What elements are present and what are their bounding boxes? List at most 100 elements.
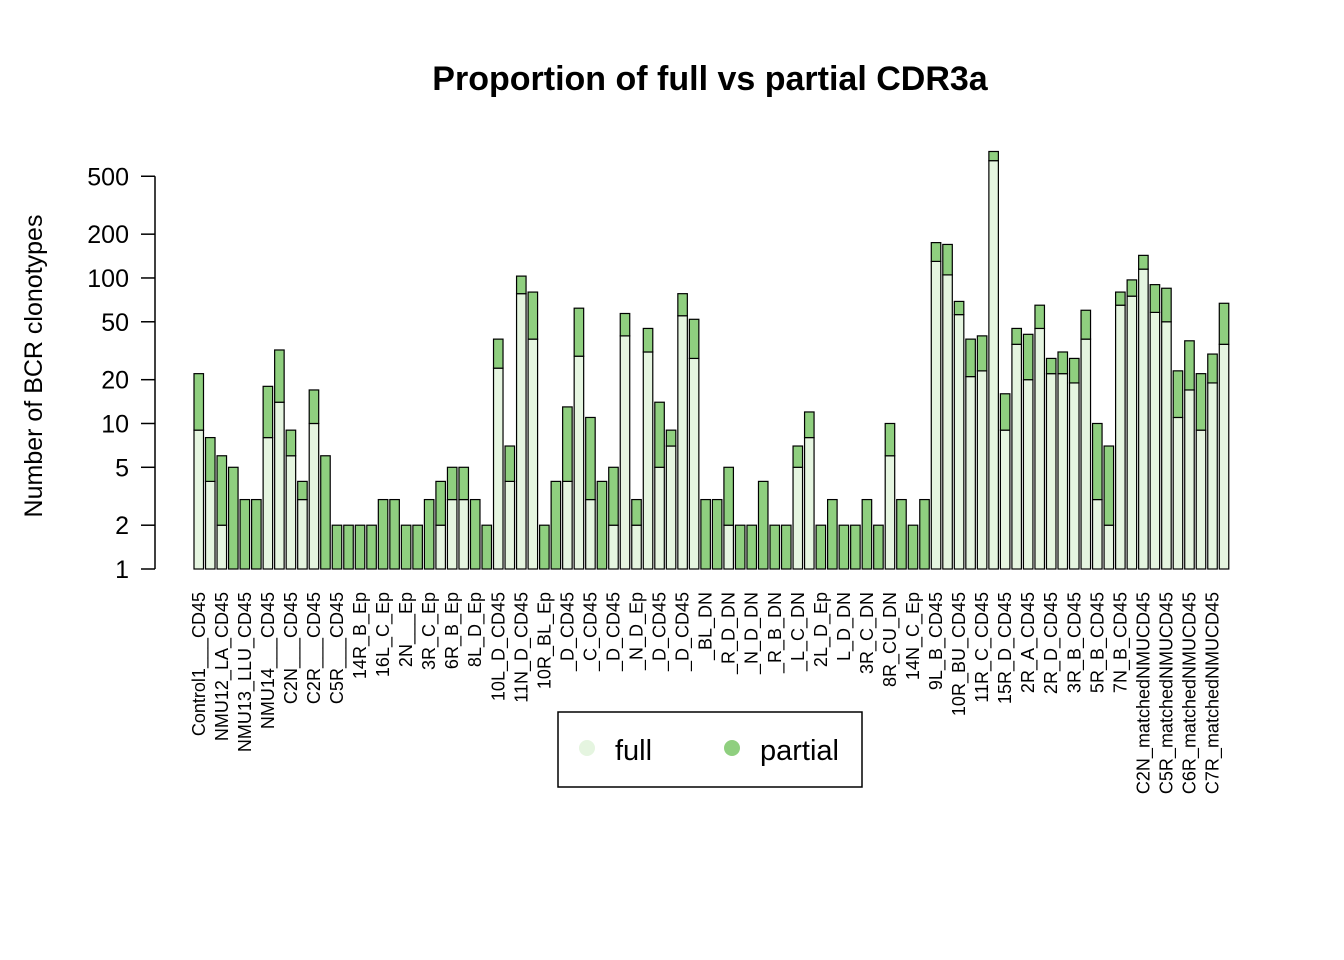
bar-segment-partial (619, 312, 631, 337)
y-axis: 1 2 5 10 20 50 100 200 500 (87, 163, 156, 584)
x-tick-label: _C_CD45 (580, 592, 601, 672)
bar-segment-full (1045, 373, 1057, 570)
x-tick-label: 10R_BU_CD45 (949, 592, 970, 716)
bar-segment-full (642, 351, 654, 570)
bar-segment-partial (631, 498, 642, 526)
bar-segment-partial (608, 466, 619, 526)
y-tick-label: 10 (101, 410, 129, 438)
x-tick-label: NMU14___CD45 (258, 592, 279, 729)
bar-segment-partial (642, 327, 654, 353)
bar-segment-partial (412, 524, 423, 570)
bar-segment-full (1161, 321, 1172, 570)
x-tick-label: 8R_CU_DN (880, 592, 901, 687)
bar-segment-partial (757, 480, 769, 570)
x-tick-label: 6R_B_Ep (442, 592, 463, 669)
bar-segment-full (654, 466, 665, 570)
bar-segment-full (504, 480, 516, 570)
bar-segment-partial (446, 466, 458, 501)
bar-segment-full (930, 260, 942, 570)
x-tick-label: Control1___CD45 (189, 592, 210, 736)
x-tick-label: _BL_DN (696, 592, 717, 661)
x-tick-label: _D_CD45 (603, 592, 624, 672)
bar-segment-partial (343, 524, 354, 570)
bar-segment-full (619, 335, 631, 570)
y-tick-label: 200 (87, 221, 129, 249)
bar-segment-full (562, 480, 573, 570)
bar-segment-partial (481, 524, 493, 570)
bar-segment-partial (1114, 291, 1126, 306)
bar-segment-partial (746, 524, 758, 570)
x-tick-label: 10R_BL_Ep (534, 592, 555, 689)
bar-segment-partial (262, 385, 274, 439)
x-tick-label: 11R_C_CD45 (972, 592, 993, 703)
bar-segment-partial (1080, 309, 1092, 340)
bar-segment-full (631, 524, 642, 570)
bar-segment-partial (377, 498, 389, 570)
x-tick-label: C7R_matchedNMUCD45 (1203, 592, 1224, 794)
bar-segment-partial (884, 422, 896, 457)
bar-segment-full (308, 422, 320, 570)
bar-segment-full (1218, 343, 1230, 570)
bar-segment-full (677, 315, 688, 570)
bar-segment-partial (492, 338, 504, 369)
bar-segment-partial (907, 524, 919, 570)
bar-segment-full (1091, 498, 1103, 570)
x-tick-label: _L_C_DN (788, 592, 809, 672)
chart-title: Proportion of full vs partial CDR3a (432, 60, 988, 98)
bar-segment-partial (193, 373, 205, 431)
bar-segment-partial (400, 524, 412, 570)
x-tick-label: L_D_DN (834, 592, 855, 661)
bar-segment-partial (792, 445, 804, 468)
bar-segment-partial (976, 335, 988, 372)
bar-segment-full (884, 455, 896, 570)
bar-segment-partial (1045, 357, 1057, 375)
bar-segment-full (1207, 382, 1218, 570)
bar-segment-full (1126, 295, 1138, 570)
x-tick-label: C2N_matchedNMUCD45 (1133, 592, 1154, 794)
bar-segment-partial (1218, 302, 1230, 345)
bar-segment-full (1149, 311, 1161, 570)
bar-segment-partial (538, 524, 550, 570)
x-tick-label: 14R_B_Ep (350, 592, 371, 679)
bar-segment-partial (550, 480, 562, 570)
bar-segment-full (1103, 524, 1115, 570)
bar-segment-partial (919, 498, 930, 570)
bar-segment-full (262, 436, 274, 570)
bar-segment-partial (469, 498, 481, 570)
bar-segment-partial (1138, 254, 1149, 270)
bar-segment-full (953, 314, 965, 570)
x-tick-label: 2R_D_CD45 (1041, 592, 1062, 694)
y-tick-label: 20 (101, 367, 129, 395)
bar-segment-partial (1184, 340, 1195, 391)
bar-segment-partial (688, 318, 700, 360)
bar-segment-partial (274, 349, 285, 403)
x-tick-label: 9L_B_CD45 (926, 592, 947, 690)
bar-segment-partial (227, 466, 239, 570)
bar-segment-full (193, 429, 205, 570)
bar-segment-partial (504, 445, 516, 482)
bar-segment-partial (320, 455, 331, 570)
bar-segment-partial (239, 498, 251, 570)
legend: full partial (557, 711, 863, 788)
x-tick-label: _D_CD45 (650, 592, 671, 672)
bar-segment-partial (1195, 373, 1207, 431)
bar-segment-partial (711, 498, 723, 570)
y-tick-label: 1 (115, 556, 129, 584)
bar-segment-full (1057, 373, 1069, 570)
bar-segment-full (965, 375, 976, 570)
bar-segment-partial (734, 524, 746, 570)
bar-segment-partial (1011, 327, 1023, 345)
y-tick-label: 50 (101, 309, 129, 337)
bar-segment-partial (562, 406, 573, 482)
bar-segment-partial (965, 338, 976, 378)
bars (193, 150, 1230, 570)
bar-segment-full (1195, 429, 1207, 570)
bar-segment-partial (803, 411, 815, 439)
x-tick-label: 3R_B_CD45 (1064, 592, 1085, 693)
bar-segment-partial (331, 524, 343, 570)
bar-segment-full (585, 498, 596, 570)
bar-segment-partial (815, 524, 827, 570)
bar-segment-partial (988, 150, 999, 162)
bar-segment-partial (251, 498, 262, 570)
